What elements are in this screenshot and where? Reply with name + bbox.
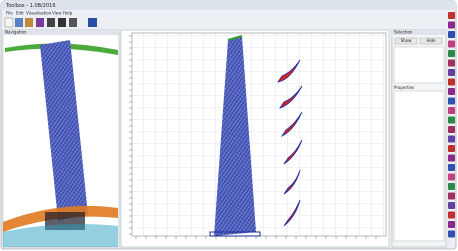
strip-icon[interactable] — [448, 41, 455, 48]
tool-button[interactable] — [47, 18, 55, 27]
tool-button[interactable] — [5, 18, 13, 27]
strip-icon[interactable] — [448, 50, 455, 57]
strip-icon[interactable] — [448, 79, 455, 86]
tool-button[interactable] — [58, 18, 66, 27]
tool-button[interactable] — [15, 18, 23, 27]
strip-icon[interactable] — [448, 60, 455, 67]
tool-button[interactable] — [88, 18, 97, 27]
strip-icon[interactable] — [448, 22, 455, 29]
strip-icon[interactable] — [448, 183, 455, 190]
strip-icon[interactable] — [448, 231, 455, 238]
plot-area — [132, 33, 386, 236]
strip-icon[interactable] — [448, 69, 455, 76]
strip-icon[interactable] — [448, 88, 455, 95]
strip-icon[interactable] — [448, 174, 455, 181]
panel-title: Selection — [394, 30, 413, 35]
tool-button[interactable] — [36, 18, 44, 27]
strip-icon[interactable] — [448, 193, 455, 200]
tool-button[interactable] — [69, 18, 77, 27]
strip-icon[interactable] — [448, 12, 455, 19]
menu-item[interactable]: Edit — [16, 11, 24, 16]
menu-item[interactable]: File — [6, 11, 13, 16]
button-label: Hide — [426, 38, 436, 43]
property-box — [394, 91, 444, 241]
window-title: Toolbox - 1.0B/2016 — [5, 3, 56, 9]
strip-icon[interactable] — [448, 221, 455, 228]
strip-icon[interactable] — [448, 145, 455, 152]
screenshot: Toolbox - 1.0B/2016 FileEditVisualisatio… — [0, 0, 458, 251]
strip-icon[interactable] — [448, 31, 455, 38]
strip-icon[interactable] — [448, 136, 455, 143]
list-box[interactable] — [394, 47, 444, 83]
strip-icon[interactable] — [448, 98, 455, 105]
menu-item[interactable]: Help — [63, 11, 73, 16]
strip-icon[interactable] — [448, 164, 455, 171]
strip-icon[interactable] — [448, 212, 455, 219]
title-bar — [1, 1, 456, 10]
panel-title: Navigation — [5, 30, 27, 35]
strip-icon[interactable] — [448, 117, 455, 124]
button-label: Show — [401, 38, 413, 43]
panel-title: Properties — [394, 85, 414, 90]
menu-item[interactable]: View — [52, 11, 62, 16]
strip-icon[interactable] — [448, 202, 455, 209]
strip-icon[interactable] — [448, 155, 455, 162]
tool-button[interactable] — [25, 18, 33, 27]
menu-item[interactable]: Visualisation — [26, 11, 52, 16]
strip-icon[interactable] — [448, 126, 455, 133]
strip-icon[interactable] — [448, 107, 455, 114]
